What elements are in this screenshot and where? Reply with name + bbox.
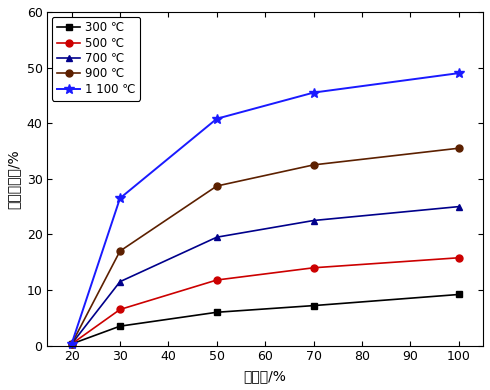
Line: 300 ℃: 300 ℃: [68, 291, 463, 347]
700 ℃: [117, 279, 123, 284]
500 ℃: [311, 266, 317, 270]
Line: 700 ℃: 700 ℃: [68, 203, 463, 347]
700 ℃: [311, 218, 317, 223]
700 ℃: [69, 342, 74, 346]
900 ℃: [311, 163, 317, 167]
300 ℃: [311, 303, 317, 308]
500 ℃: [117, 307, 123, 312]
Legend: 300 ℃, 500 ℃, 700 ℃, 900 ℃, 1 100 ℃: 300 ℃, 500 ℃, 700 ℃, 900 ℃, 1 100 ℃: [52, 17, 140, 101]
1 100 ℃: [311, 90, 317, 95]
Line: 900 ℃: 900 ℃: [68, 145, 463, 347]
900 ℃: [214, 184, 220, 188]
700 ℃: [456, 204, 462, 209]
300 ℃: [117, 324, 123, 328]
300 ℃: [69, 342, 74, 346]
X-axis label: 富氧率/%: 富氧率/%: [244, 369, 287, 383]
900 ℃: [69, 342, 74, 346]
700 ℃: [214, 235, 220, 239]
900 ℃: [117, 249, 123, 254]
500 ℃: [69, 342, 74, 346]
Line: 1 100 ℃: 1 100 ℃: [67, 68, 464, 349]
500 ℃: [214, 278, 220, 282]
500 ℃: [456, 255, 462, 260]
1 100 ℃: [214, 116, 220, 121]
Line: 500 ℃: 500 ℃: [68, 254, 463, 347]
300 ℃: [456, 292, 462, 297]
1 100 ℃: [69, 342, 74, 346]
900 ℃: [456, 146, 462, 151]
300 ℃: [214, 310, 220, 315]
1 100 ℃: [456, 71, 462, 75]
Y-axis label: 燃料节约率/%: 燃料节约率/%: [7, 149, 21, 209]
1 100 ℃: [117, 196, 123, 200]
